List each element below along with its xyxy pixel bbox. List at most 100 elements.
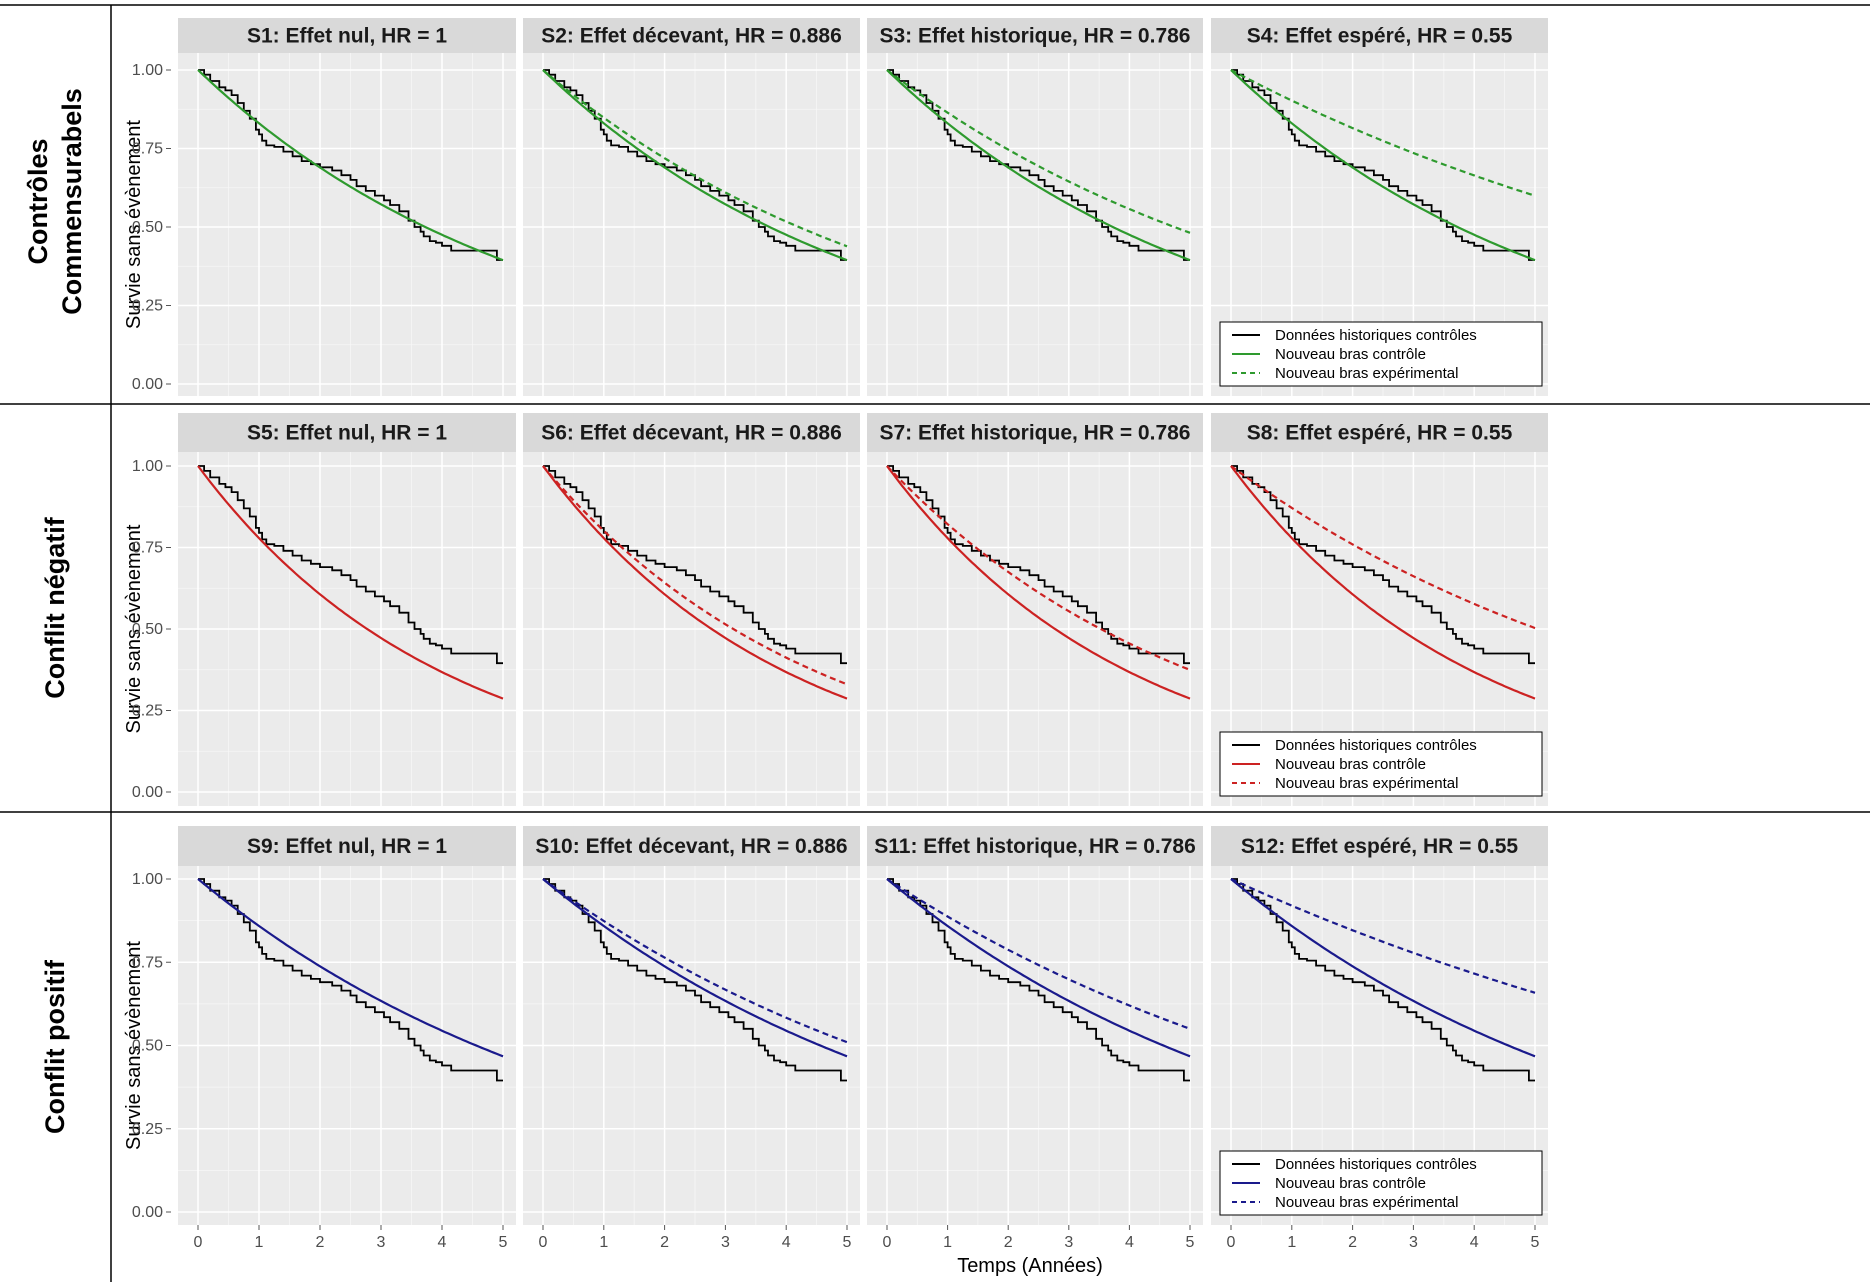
- plot-background: [867, 53, 1203, 396]
- x-tick-label: 3: [1409, 1234, 1418, 1251]
- x-tick-label: 5: [1531, 1234, 1540, 1251]
- series-new-control: [542, 878, 848, 1058]
- panel-strip: [1211, 413, 1548, 452]
- legend-box: [1219, 321, 1543, 387]
- panel-title: S10: Effet décevant, HR = 0.886: [535, 835, 847, 858]
- series-new-control: [886, 69, 1191, 262]
- panel-11: S11: Effet historique, HR = 0.786 0 1 2 3 4 5: [867, 826, 1203, 1251]
- panel-9: S9: Effet nul, HR = 1 0 1 2 3 4 5: [178, 826, 516, 1251]
- panel-2: S2: Effet décevant, HR = 0.886: [523, 18, 860, 396]
- panel-title: S6: Effet décevant, HR = 0.886: [541, 422, 842, 445]
- panel-10: S10: Effet décevant, HR = 0.886 0 1 2 3 4 5: [523, 826, 860, 1251]
- panel-strip: [523, 413, 860, 452]
- x-axis-title: Temps (Années): [957, 1255, 1103, 1277]
- series-new-experimental: [886, 69, 1191, 234]
- row-label-line: Conflit positif: [40, 959, 70, 1134]
- panel-strip: [867, 18, 1203, 53]
- x-tick-label: 1: [943, 1234, 952, 1251]
- panel-title: S11: Effet historique, HR = 0.786: [874, 835, 1196, 858]
- series-new-control: [886, 878, 1191, 1058]
- x-tick-label: 5: [843, 1234, 852, 1251]
- series-new-experimental: [1230, 878, 1536, 994]
- row-label-line: Contrôles: [23, 138, 53, 264]
- x-tick-label: 1: [255, 1234, 264, 1251]
- panel-strip: [867, 826, 1203, 866]
- series-historical-control: [543, 878, 847, 1082]
- x-tick-label: 2: [1004, 1234, 1013, 1251]
- panel-title: S7: Effet historique, HR = 0.786: [879, 422, 1190, 445]
- panel-title: S9: Effet nul, HR = 1: [247, 835, 447, 858]
- legend: Données historiques contrôles Nouveau bra…: [1219, 321, 1543, 387]
- panel-5: S5: Effet nul, HR = 1: [178, 413, 516, 806]
- y-tick-label: 0.75: [132, 540, 163, 557]
- facet-row-1: Contrôles Commensurabels Survie sans évène…: [23, 18, 1548, 396]
- legend-label: Nouveau bras expérimental: [1275, 365, 1458, 382]
- y-axis-title: Survie sans évènement: [123, 120, 145, 329]
- series-new-experimental: [886, 878, 1191, 1030]
- series-historical-control: [887, 465, 1190, 665]
- y-tick-label: 0.50: [132, 219, 163, 236]
- row-label-line: Conflit négatif: [40, 516, 70, 698]
- series-new-control: [197, 878, 504, 1058]
- panel-6: S6: Effet décevant, HR = 0.886: [523, 413, 860, 806]
- series-historical-control: [1231, 878, 1535, 1082]
- x-tick-label: 1: [1287, 1234, 1296, 1251]
- y-axis-title: Survie sans évènement: [123, 524, 145, 733]
- panel-strip: [178, 18, 516, 53]
- series-historical-control: [1231, 465, 1535, 665]
- series-historical-control: [198, 465, 503, 665]
- series-historical-control: [887, 69, 1190, 261]
- plot-background: [178, 53, 516, 396]
- y-tick-label: 0.75: [132, 954, 163, 971]
- x-tick-label: 3: [377, 1234, 386, 1251]
- y-tick-label: 1.00: [132, 871, 163, 888]
- panel-4: S4: Effet espéré, HR = 0.55 Données histo…: [1211, 18, 1548, 396]
- x-tick-label: 4: [438, 1234, 447, 1251]
- series-new-control: [197, 69, 504, 262]
- legend-label: Données historiques contrôles: [1275, 1156, 1477, 1173]
- y-tick-label: 0.00: [132, 1204, 163, 1221]
- x-tick-label: 3: [721, 1234, 730, 1251]
- x-tick-label: 4: [782, 1234, 791, 1251]
- y-tick-label: 0.00: [132, 376, 163, 393]
- panel-strip: [1211, 18, 1548, 53]
- y-tick-label: 0.25: [132, 1121, 163, 1138]
- series-historical-control: [198, 69, 503, 261]
- legend-label: Données historiques contrôles: [1275, 327, 1477, 344]
- series-historical-control: [543, 465, 847, 665]
- x-tick-label: 4: [1470, 1234, 1479, 1251]
- legend-label: Nouveau bras contrôle: [1275, 756, 1426, 773]
- plot-background: [523, 53, 860, 396]
- row-label: Contrôles Commensurabels: [23, 88, 87, 315]
- row-label-line: Commensurabels: [57, 88, 87, 315]
- panel-title: S1: Effet nul, HR = 1: [247, 25, 447, 48]
- series-new-control: [1230, 69, 1536, 262]
- panel-title: S8: Effet espéré, HR = 0.55: [1247, 422, 1513, 445]
- y-tick-label: 0.00: [132, 784, 163, 801]
- series-new-control: [1230, 878, 1536, 1058]
- panel-strip: [178, 826, 516, 866]
- legend: Données historiques contrôles Nouveau bra…: [1219, 1150, 1543, 1216]
- x-tick-label: 5: [499, 1234, 508, 1251]
- y-tick-label: 1.00: [132, 458, 163, 475]
- facet-row-3: Conflit positif Survie sans évènement 0.00…: [40, 826, 1548, 1251]
- panel-3: S3: Effet historique, HR = 0.786: [867, 18, 1203, 396]
- panel-strip: [1211, 826, 1548, 866]
- series-new-control: [542, 69, 848, 262]
- x-tick-label: 2: [1348, 1234, 1357, 1251]
- y-tick-label: 0.50: [132, 621, 163, 638]
- panel-title: S2: Effet décevant, HR = 0.886: [541, 25, 842, 48]
- panel-strip: [523, 18, 860, 53]
- x-tick-label: 0: [1227, 1234, 1236, 1251]
- series-new-control: [1230, 465, 1536, 700]
- legend-label: Nouveau bras contrôle: [1275, 346, 1426, 363]
- series-new-experimental: [542, 69, 848, 248]
- y-axis-title: Survie sans évènement: [123, 941, 145, 1150]
- x-tick-label: 0: [883, 1234, 892, 1251]
- panel-strip: [867, 413, 1203, 452]
- x-tick-label: 2: [316, 1234, 325, 1251]
- x-tick-label: 0: [194, 1234, 203, 1251]
- y-tick-label: 1.00: [132, 62, 163, 79]
- legend-label: Données historiques contrôles: [1275, 737, 1477, 754]
